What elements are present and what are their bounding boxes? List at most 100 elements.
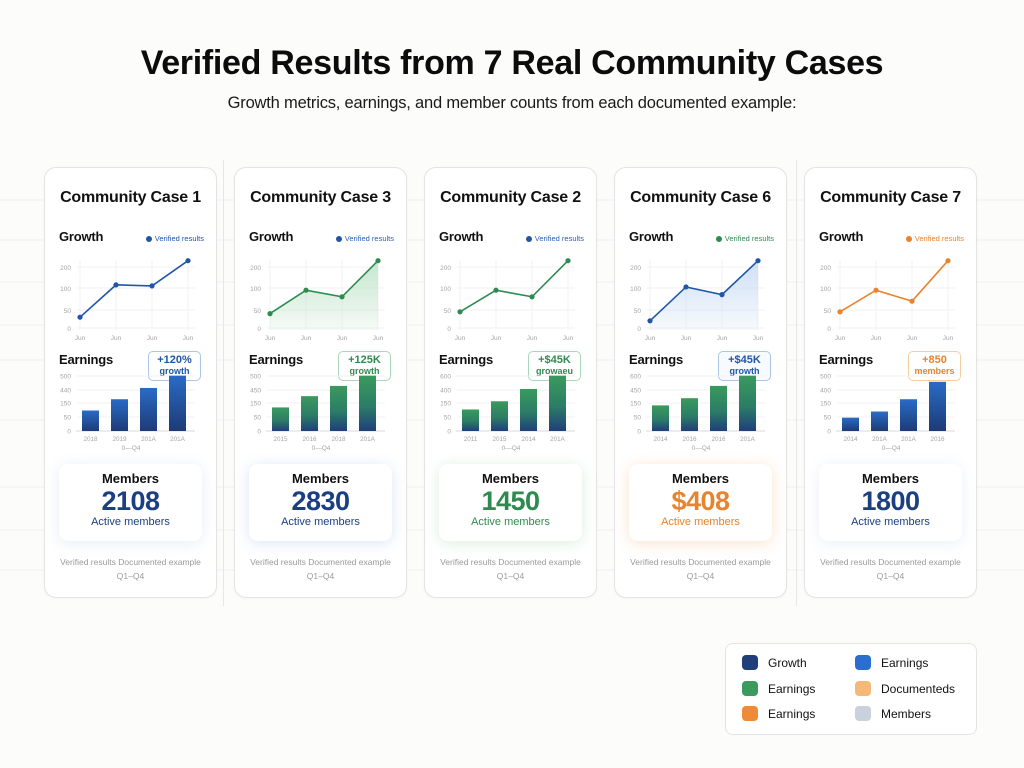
series-legend-label: Verified results xyxy=(724,234,774,243)
earnings-label: Earnings xyxy=(629,352,684,367)
members-summary-box: Members 1800 Active members xyxy=(819,464,962,541)
badge-caption: growaeu xyxy=(535,365,573,376)
svg-text:201A: 201A xyxy=(141,436,157,443)
members-value: $408 xyxy=(671,486,730,516)
page-title: Verified Results from 7 Real Community C… xyxy=(140,44,884,82)
svg-text:400: 400 xyxy=(440,388,451,395)
members-label: Members xyxy=(861,471,920,486)
community-case-card: Community Case 6 Growth Verified results 20… xyxy=(614,167,787,598)
svg-text:Jun: Jun xyxy=(871,335,882,342)
column-separator xyxy=(223,160,224,606)
members-summary-box: Members $408 Active members xyxy=(629,464,772,541)
card-title: Community Case 1 xyxy=(60,189,201,206)
badge-value: +850 xyxy=(922,354,947,366)
card-title: Community Case 3 xyxy=(250,189,391,206)
members-summary-box: Members 1450 Active members xyxy=(439,464,582,541)
svg-text:100: 100 xyxy=(820,286,831,293)
svg-text:50: 50 xyxy=(444,308,452,315)
svg-text:Jun: Jun xyxy=(563,335,574,342)
svg-text:2011: 2011 xyxy=(464,436,478,443)
members-value: 1450 xyxy=(481,486,540,516)
svg-text:0: 0 xyxy=(67,429,71,436)
legend-label: Earnings xyxy=(768,706,816,721)
growth-line-chart: 200 100 50 0 Jun Jun Jun Jun xyxy=(630,258,765,342)
badge-caption: growth xyxy=(159,365,190,376)
svg-text:Jun: Jun xyxy=(835,335,846,342)
card-period: Q1–Q4 xyxy=(116,571,145,581)
members-summary-box: Members 2108 Active members xyxy=(59,464,202,541)
badge-value: +125K xyxy=(348,354,381,366)
card-period: Q1–Q4 xyxy=(496,571,525,581)
svg-text:Jun: Jun xyxy=(301,335,312,342)
card-title: Community Case 6 xyxy=(630,189,771,206)
svg-text:0: 0 xyxy=(637,429,641,436)
svg-text:150: 150 xyxy=(60,401,71,408)
card-title: Community Case 7 xyxy=(820,189,961,206)
community-case-card: Community Case 3 Growth Verified results 20… xyxy=(234,167,407,598)
svg-text:2015: 2015 xyxy=(492,436,507,443)
svg-text:50: 50 xyxy=(634,308,642,315)
growth-label: Growth xyxy=(249,229,294,244)
svg-text:0: 0 xyxy=(447,326,451,333)
svg-text:200: 200 xyxy=(250,265,261,272)
svg-text:Jun: Jun xyxy=(907,335,918,342)
series-legend-label: Verified results xyxy=(344,234,394,243)
card-footnote: Verified results Documented example xyxy=(60,557,201,567)
svg-text:2014: 2014 xyxy=(653,436,668,443)
svg-text:201A: 201A xyxy=(901,436,917,443)
svg-text:Jun: Jun xyxy=(491,335,502,342)
series-legend-label: Verified results xyxy=(914,234,964,243)
svg-text:150: 150 xyxy=(250,401,261,408)
svg-text:0—Q4: 0—Q4 xyxy=(882,445,901,452)
svg-text:201A: 201A xyxy=(872,436,888,443)
members-caption: Active members xyxy=(851,516,930,528)
legend-item-earnings-green: Earnings xyxy=(742,681,815,696)
svg-text:Jun: Jun xyxy=(455,335,466,342)
swatch-icon xyxy=(855,706,871,721)
growth-label: Growth xyxy=(629,229,674,244)
svg-text:200: 200 xyxy=(630,265,641,272)
svg-text:0: 0 xyxy=(257,429,261,436)
svg-text:500: 500 xyxy=(820,374,831,381)
svg-text:50: 50 xyxy=(634,415,642,422)
dot-icon xyxy=(525,235,532,242)
svg-text:0—Q4: 0—Q4 xyxy=(502,445,521,452)
growth-line-chart: 200 100 50 0 Jun Jun Jun Jun xyxy=(250,258,385,342)
svg-text:50: 50 xyxy=(444,415,452,422)
legend-item-earnings-orange: Earnings xyxy=(742,706,815,721)
svg-text:201A: 201A xyxy=(740,436,756,443)
svg-text:2014: 2014 xyxy=(843,436,858,443)
members-value: 2108 xyxy=(101,486,160,516)
svg-text:50: 50 xyxy=(64,415,72,422)
svg-text:Jun: Jun xyxy=(943,335,954,342)
members-value: 1800 xyxy=(861,486,920,516)
svg-text:600: 600 xyxy=(440,374,451,381)
svg-text:100: 100 xyxy=(60,286,71,293)
svg-text:500: 500 xyxy=(250,374,261,381)
svg-text:100: 100 xyxy=(630,286,641,293)
svg-text:2015: 2015 xyxy=(273,436,288,443)
svg-text:2018: 2018 xyxy=(83,436,98,443)
earnings-label: Earnings xyxy=(249,352,304,367)
svg-text:500: 500 xyxy=(60,374,71,381)
svg-text:0—Q4: 0—Q4 xyxy=(312,445,331,452)
growth-line-chart: 200 100 50 0 Jun Jun Jun Jun xyxy=(440,258,575,342)
legend-item-earnings-blue: Earnings xyxy=(855,655,928,670)
page-subtitle: Growth metrics, earnings, and member cou… xyxy=(227,94,797,112)
legend-label: Earnings xyxy=(881,655,929,670)
legend-label: Members xyxy=(881,706,932,721)
svg-text:150: 150 xyxy=(820,401,831,408)
legend-label: Documenteds xyxy=(881,681,956,696)
svg-text:150: 150 xyxy=(440,401,451,408)
earnings-bar-chart: 600 450 150 50 0 2014 2016 2016 201A 0—Q4 xyxy=(630,374,765,452)
svg-text:600: 600 xyxy=(630,374,641,381)
svg-text:150: 150 xyxy=(630,401,641,408)
swatch-icon xyxy=(742,706,758,721)
members-caption: Active members xyxy=(91,516,170,528)
earnings-label: Earnings xyxy=(59,352,114,367)
badge-caption: members xyxy=(914,365,955,376)
badge-value: +$45K xyxy=(538,354,571,366)
swatch-icon xyxy=(742,655,758,670)
legend-label: Growth xyxy=(768,655,807,670)
